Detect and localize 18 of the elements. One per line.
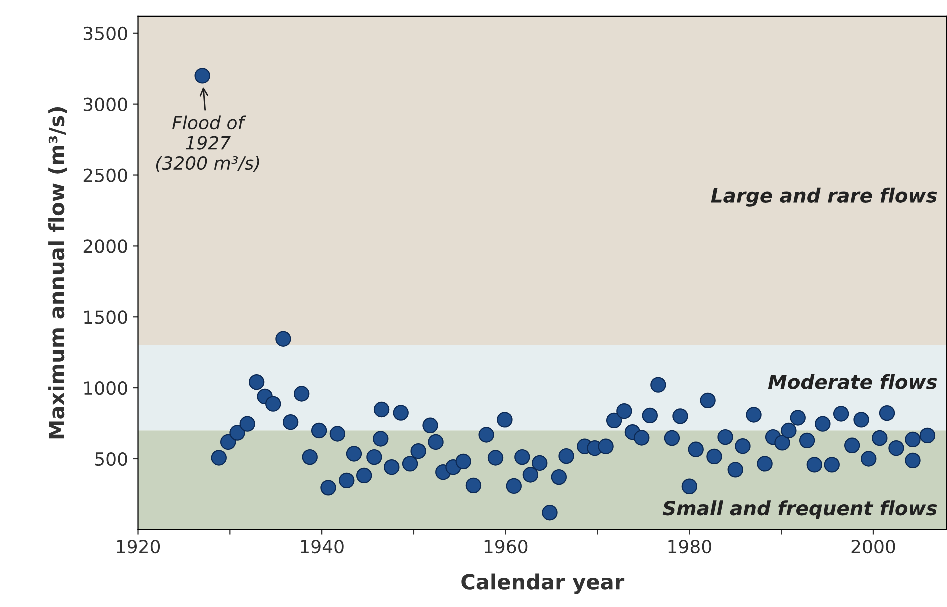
x-tick-label: 1940 (301, 540, 344, 554)
y-tick-label: 1000 (84, 382, 128, 396)
y-tick-label: 3000 (84, 98, 128, 112)
x-tick-label: 1920 (117, 540, 160, 554)
x-axis-title: Calendar year (462, 574, 625, 594)
y-tick-label: 3500 (84, 26, 128, 41)
y-axis-title: Maximum annual flow (m³/s) (48, 108, 68, 439)
y-tick-label: 500 (95, 452, 128, 466)
x-tick-label: 1980 (668, 540, 712, 554)
annotation: Flood of 1927 (3200 m³/s) (156, 116, 260, 172)
band-label: Small and frequent flows (662, 500, 938, 520)
band-label: Large and rare flows (711, 188, 938, 207)
band-label: Moderate flows (768, 374, 938, 390)
y-tick-label: 1500 (84, 310, 128, 324)
y-tick-label: 2000 (84, 240, 128, 254)
x-tick-label: 2000 (852, 540, 896, 554)
x-tick-label: 1960 (484, 540, 528, 554)
y-tick-label: 2500 (84, 168, 128, 182)
